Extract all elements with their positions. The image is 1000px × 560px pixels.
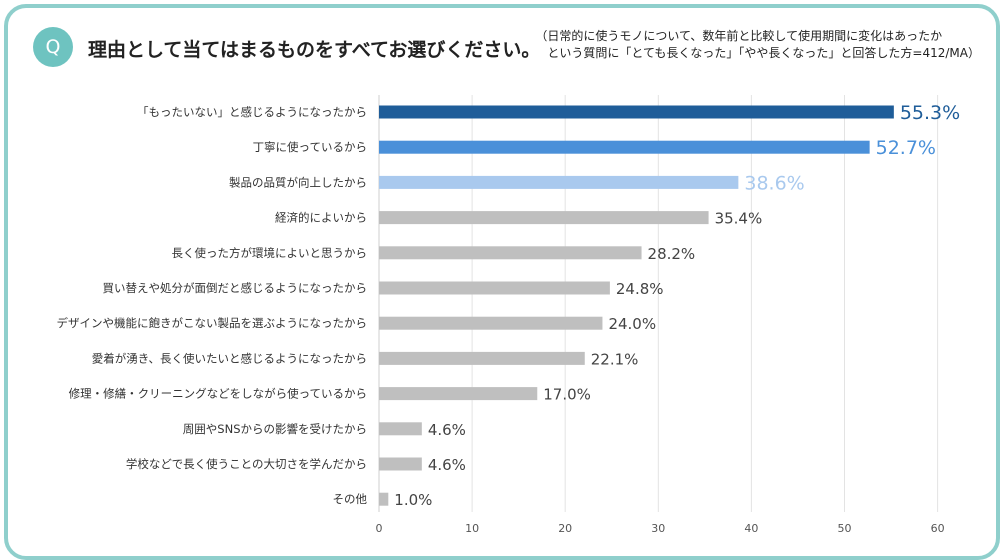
- value-label: 17.0%: [543, 386, 591, 404]
- category-label: 「もったいない」と感じるようになったから: [137, 105, 367, 119]
- value-label: 4.6%: [428, 421, 466, 439]
- x-tick-label: 10: [465, 522, 479, 535]
- category-label: その他: [333, 492, 368, 506]
- bar: [379, 246, 642, 260]
- value-label: 4.6%: [428, 456, 466, 474]
- value-label: 22.1%: [591, 350, 639, 368]
- bar: [379, 281, 610, 295]
- value-label: 52.7%: [876, 137, 936, 159]
- x-tick-label: 50: [838, 522, 852, 535]
- value-label: 1.0%: [394, 491, 432, 509]
- category-label: デザインや機能に飽きがこない製品を選ぶようになったから: [57, 316, 368, 330]
- value-label: 28.2%: [648, 245, 696, 263]
- survey-note: （日常的に使うモノについて、数年前と比較して使用期間に変化はあったか という質問…: [535, 28, 980, 62]
- value-label: 35.4%: [715, 210, 763, 228]
- x-tick-label: 40: [744, 522, 758, 535]
- category-label: 丁寧に使っているから: [253, 140, 367, 154]
- category-label: 経済的によいから: [275, 211, 367, 225]
- bar: [379, 105, 894, 119]
- category-label: 学校などで長く使うことの大切さを学んだから: [126, 457, 367, 471]
- category-label: 製品の品質が向上したから: [229, 175, 367, 189]
- bar: [379, 175, 739, 189]
- category-label: 買い替えや処分が面倒だと感じるようになったから: [103, 281, 368, 295]
- value-label: 24.0%: [608, 315, 656, 333]
- question-title: 理由として当てはまるものをすべてお選びください。: [88, 39, 541, 61]
- value-label: 38.6%: [744, 172, 804, 194]
- x-tick-label: 30: [651, 522, 665, 535]
- category-label: 愛着が湧き、長く使いたいと感じるようになったから: [92, 351, 367, 365]
- value-label: 24.8%: [616, 280, 664, 298]
- survey-note-line2: という質問に「とても長くなった」「やや長くなった」と回答した方=412/MA）: [547, 46, 980, 60]
- question-badge: Q: [33, 27, 73, 67]
- category-label: 長く使った方が環境によいと思うから: [172, 246, 368, 260]
- bar: [379, 422, 422, 436]
- bar: [379, 316, 603, 330]
- bar: [379, 351, 585, 365]
- x-tick-label: 60: [931, 522, 945, 535]
- bar: [379, 492, 389, 506]
- bar: [379, 211, 709, 225]
- x-tick-label: 20: [558, 522, 572, 535]
- category-label: 修理・修繕・クリーニングなどをしながら使っているから: [69, 387, 367, 401]
- value-label: 55.3%: [900, 102, 960, 124]
- survey-note-line1: （日常的に使うモノについて、数年前と比較して使用期間に変化はあったか: [535, 29, 943, 43]
- category-label: 周囲やSNSからの影響を受けたから: [183, 422, 367, 436]
- bar: [379, 387, 538, 401]
- bar: [379, 140, 870, 154]
- x-tick-label: 0: [376, 522, 383, 535]
- bar: [379, 457, 422, 471]
